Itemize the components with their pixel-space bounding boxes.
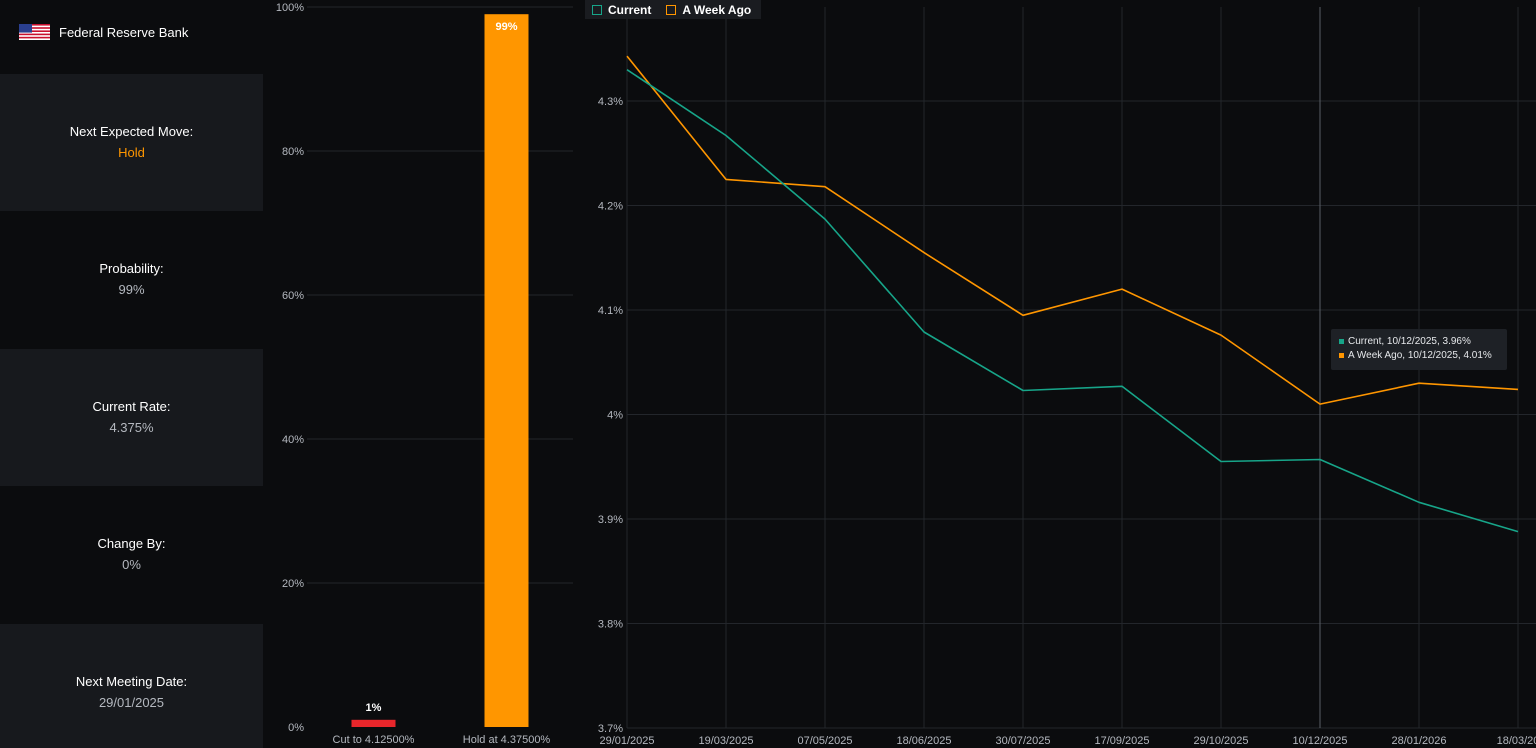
legend-item-current[interactable]: Current [592, 3, 651, 17]
line-x-tick-label: 29/10/2025 [1193, 735, 1248, 747]
line-y-tick-label: 4.1% [598, 305, 623, 317]
stat-label: Next Expected Move: [69, 124, 194, 139]
bar-data-label: 99% [495, 21, 517, 33]
series-line-week-ago [626, 55, 1519, 405]
rate-path-line-chart: 3.7% 3.8% 3.9% 4% 4.1% 4.2% 4.3% 29/01/2025 19/0… [598, 7, 1536, 747]
legend-label: A Week Ago [682, 2, 752, 17]
line-x-tick-label: 19/03/2025 [698, 735, 753, 747]
line-y-tick-label: 4.3% [598, 96, 623, 108]
tooltip-dot-current [1339, 339, 1344, 344]
line-x-tick-label: 18/03/20 [1497, 735, 1536, 747]
legend-swatch-current [592, 4, 602, 15]
next-meeting-date: Next Meeting Date: 29/01/2025 [0, 624, 263, 748]
probability-bar [484, 14, 529, 727]
stat-label: Probability: [99, 261, 164, 276]
stat-value: Hold [118, 145, 145, 160]
bank-header: Federal Reserve Bank [0, 0, 263, 74]
tooltip-row-week-ago: A Week Ago, 10/12/2025, 4.01% [1339, 350, 1492, 361]
bar-category-label: Cut to 4.12500% [333, 734, 415, 746]
bar-y-tick-label: 0% [288, 722, 304, 734]
probability: Probability: 99% [0, 211, 263, 348]
line-y-tick-label: 4.2% [598, 201, 623, 213]
probability-bar [351, 719, 396, 727]
line-x-tick-label: 28/01/2026 [1391, 735, 1446, 747]
line-y-tick-label: 3.8% [598, 619, 623, 631]
current-rate: Current Rate: 4.375% [0, 349, 263, 486]
legend-label: Current [608, 2, 652, 17]
stat-value: 29/01/2025 [98, 695, 165, 710]
chart-tooltip: Current, 10/12/2025, 3.96% A Week Ago, 1… [1331, 329, 1507, 370]
stat-value: 99% [118, 282, 145, 297]
bar-y-tick-label: 80% [282, 146, 304, 158]
bar-y-tick-label: 40% [282, 434, 304, 446]
tooltip-text: A Week Ago, 10/12/2025, 4.01% [1348, 350, 1492, 361]
stat-value: 4.375% [109, 420, 154, 435]
bar-category-label: Hold at 4.37500% [463, 734, 551, 746]
stat-label: Current Rate: [92, 399, 171, 414]
stat-label: Next Meeting Date: [75, 674, 188, 689]
line-y-tick-label: 4% [607, 410, 623, 422]
bank-name: Federal Reserve Bank [59, 25, 189, 40]
chart-legend: Current A Week Ago [585, 0, 761, 19]
bar-y-tick-label: 100% [276, 2, 304, 14]
info-panel: Federal Reserve Bank Next Expected Move:… [0, 0, 263, 748]
tooltip-row-current: Current, 10/12/2025, 3.96% [1339, 336, 1471, 347]
line-x-tick-label: 17/09/2025 [1094, 735, 1149, 747]
stat-label: Change By: [97, 536, 166, 551]
line-x-tick-label: 10/12/2025 [1292, 735, 1347, 747]
line-x-tick-label: 30/07/2025 [995, 735, 1050, 747]
line-x-tick-label: 29/01/2025 [599, 735, 654, 747]
legend-item-week-ago[interactable]: A Week Ago [666, 3, 751, 17]
tooltip-text: Current, 10/12/2025, 3.96% [1348, 336, 1471, 347]
probability-bar-chart: 0% 20% 40% 60% 80% 100% 1% Cut to 4.12500% 99% Ho… [276, 2, 573, 746]
next-expected-move: Next Expected Move: Hold [0, 74, 263, 211]
line-y-tick-label: 3.7% [598, 723, 623, 735]
us-flag-icon [19, 24, 50, 40]
series-line-current [626, 69, 1519, 533]
line-x-tick-label: 18/06/2025 [896, 735, 951, 747]
line-y-tick-label: 3.9% [598, 514, 623, 526]
bar-data-label: 1% [366, 702, 382, 714]
stat-value: 0% [122, 557, 141, 572]
bar-y-tick-label: 60% [282, 290, 304, 302]
bar-y-tick-label: 20% [282, 578, 304, 590]
line-x-tick-label: 07/05/2025 [797, 735, 852, 747]
change-by: Change By: 0% [0, 486, 263, 623]
tooltip-dot-week-ago [1339, 353, 1344, 358]
legend-swatch-week-ago [666, 4, 677, 15]
